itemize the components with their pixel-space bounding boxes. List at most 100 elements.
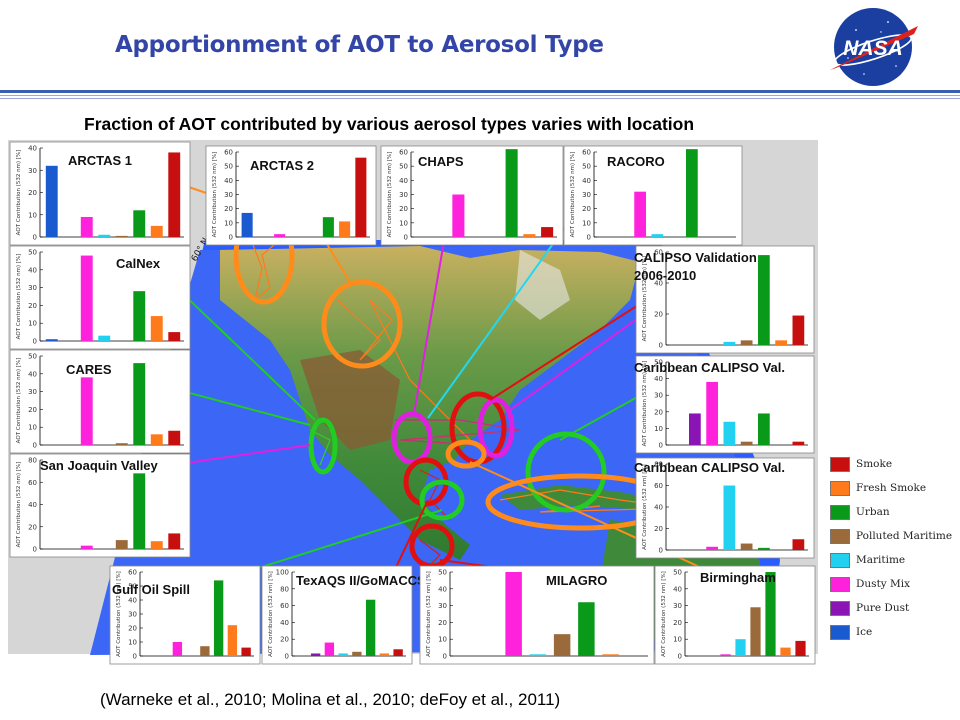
chart-2-bar-fresh-smoke	[523, 234, 536, 237]
chart-10-bar-smoke	[241, 647, 251, 656]
chart-0-ytick-0: 0	[33, 234, 37, 242]
chart-3-ytick-4: 40	[582, 177, 591, 185]
chart-6-bar-urban	[133, 363, 146, 445]
legend-swatch-fresh-smoke	[830, 481, 850, 496]
chart-7-ytick-5: 50	[654, 359, 663, 367]
legend: Smoke Fresh Smoke Urban Polluted Maritim…	[828, 455, 960, 647]
chart-10-ytick-3: 30	[128, 611, 137, 619]
legend-item-polluted-maritime: Polluted Maritime	[828, 527, 960, 551]
chart-8-bar-fresh-smoke	[150, 541, 163, 549]
chart-7-ytick-3: 30	[654, 392, 663, 400]
chart-7-ylabel: AOT Contribution (532 nm) [%]	[642, 361, 648, 447]
chart-4-ytick-4: 40	[28, 266, 37, 274]
chart-12-panel	[419, 565, 655, 665]
chart-4-bar-urban	[133, 291, 146, 341]
chart-0-bar-maritime	[98, 234, 111, 237]
chart-8-bar-urban	[133, 473, 146, 549]
legend-item-ice: Ice	[828, 623, 960, 647]
chart-9-bar-maritime	[723, 485, 736, 550]
legend-item-smoke: Smoke	[828, 455, 960, 479]
chart-5-bar-smoke	[792, 315, 805, 345]
chart-8-bar-smoke	[168, 533, 181, 549]
chart-11-bar-urban	[365, 599, 376, 656]
header-rule	[0, 90, 960, 93]
chart-12-ytick-5: 50	[438, 569, 447, 577]
chart-7-title: Caribbean CALIPSO Val.	[634, 360, 785, 375]
legend-item-fresh-smoke: Fresh Smoke	[828, 479, 960, 503]
gulf-oil-ellipse	[419, 479, 465, 521]
chart-11-bar-fresh-smoke	[379, 653, 390, 656]
chart-12-bar-polluted-maritime	[553, 634, 571, 656]
legend-swatch-ice	[830, 625, 850, 640]
chart-10-bar-polluted-maritime	[200, 646, 210, 656]
chart-7-bar-urban	[758, 413, 770, 445]
chart-7-ytick-1: 10	[654, 425, 663, 433]
chart-11-ytick-2: 40	[280, 619, 289, 627]
chart-3-ytick-0: 0	[587, 234, 591, 242]
chart-0-ytick-4: 40	[28, 145, 37, 153]
chart-6-ylabel: AOT Contribution (532 nm) [%]	[16, 358, 22, 444]
chart-8-ytick-0: 0	[33, 546, 37, 554]
chart-6-ytick-3: 30	[28, 388, 37, 396]
chart-10-ytick-1: 10	[128, 639, 137, 647]
chart-5-bar-polluted-maritime	[740, 340, 753, 345]
chart-1-bar-urban	[322, 217, 334, 237]
chart-8-ytick-4: 80	[28, 457, 37, 465]
chart-13-ytick-4: 40	[673, 585, 682, 593]
legend-label: Pure Dust	[856, 602, 910, 614]
chart-12-bar-urban	[578, 602, 595, 656]
chart-0-bar-ice	[45, 165, 58, 237]
chart-1-bar-smoke	[355, 157, 367, 237]
chart-12-ytick-0: 0	[443, 653, 447, 661]
chart-1-ytick-6: 60	[224, 149, 233, 157]
birmingham-ellipse	[445, 439, 487, 469]
legend-label: Polluted Maritime	[856, 530, 953, 542]
chart-2-ylabel: AOT Contribution (532 nm) [%]	[387, 152, 393, 238]
chart-1-ytick-2: 20	[224, 205, 233, 213]
chart-13-bar-polluted-maritime	[750, 607, 761, 656]
chart-9-bar-polluted-maritime	[740, 543, 753, 550]
chart-10-bar-dusty-mix	[172, 642, 183, 656]
legend-item-urban: Urban	[828, 503, 960, 527]
chart-4-panel	[9, 245, 191, 350]
legend-swatch-dusty-mix	[830, 577, 850, 592]
chart-7-bar-polluted-maritime	[740, 441, 753, 445]
chart-3-bar-dusty-mix	[634, 191, 646, 237]
chart-12-bar-fresh-smoke	[602, 654, 619, 656]
chart-4-ytick-2: 20	[28, 302, 37, 310]
chart-5-bar-fresh-smoke	[775, 340, 787, 345]
chart-5-bar-urban	[758, 255, 770, 345]
chart-9-ytick-0: 0	[659, 547, 663, 555]
chart-9-ytick-1: 20	[654, 525, 663, 533]
chart-1-ytick-0: 0	[229, 234, 233, 242]
header-rule-thin	[0, 95, 960, 96]
chart-10-ytick-4: 40	[128, 597, 137, 605]
chart-8-title: San Joaquin Valley	[40, 458, 159, 473]
chart-11-bar-dusty-mix	[324, 642, 335, 656]
chart-6-ytick-2: 20	[28, 406, 37, 414]
chart-1-ytick-5: 50	[224, 163, 233, 171]
chart-0-ytick-2: 20	[28, 189, 37, 197]
legend-label: Urban	[856, 506, 890, 518]
chart-6-bar-smoke	[168, 430, 181, 445]
chart-1-ytick-3: 30	[224, 191, 233, 199]
chart-11-ytick-4: 80	[280, 585, 289, 593]
chart-3-ytick-6: 60	[582, 149, 591, 157]
chart-7-bar-smoke	[792, 441, 805, 445]
chart-5-title: CALIPSO Validation	[634, 250, 757, 265]
chart-4-title: CalNex	[116, 256, 161, 271]
chart-9-bar-urban	[758, 547, 770, 550]
legend-label: Dusty Mix	[856, 578, 911, 590]
chart-4-ylabel: AOT Contribution (532 nm) [%]	[16, 254, 22, 340]
legend-swatch-maritime	[830, 553, 850, 568]
chart-1-bar-dusty-mix	[274, 234, 286, 237]
legend-swatch-polluted-maritime	[830, 529, 850, 544]
slide-subtitle: Fraction of AOT contributed by various a…	[84, 114, 695, 134]
chart-3-ytick-1: 10	[582, 219, 591, 227]
chart-10-title: Gulf Oil Spill	[112, 582, 190, 597]
chart-3-bar-urban	[686, 149, 698, 237]
chart-2-bar-urban	[505, 149, 518, 237]
chart-7-ytick-2: 20	[654, 408, 663, 416]
chart-8-ytick-2: 40	[28, 501, 37, 509]
